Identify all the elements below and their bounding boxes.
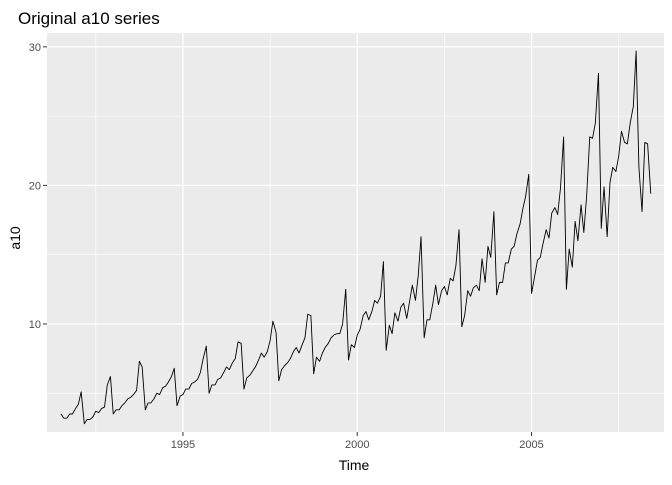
plot-panel: [47, 33, 664, 432]
minor-gridlines: [47, 33, 664, 432]
x-tick-label: 2000: [345, 439, 369, 451]
chart-title: Original a10 series: [18, 9, 160, 28]
y-axis: 10 20 30: [29, 42, 47, 331]
y-tick-label: 20: [29, 180, 41, 192]
x-tick-label: 2005: [519, 439, 543, 451]
y-axis-title: a10: [7, 226, 23, 250]
y-tick-label: 30: [29, 42, 41, 54]
x-tick-label: 1995: [171, 439, 195, 451]
series-line-a10: [60, 50, 652, 425]
y-tick-label: 10: [29, 319, 41, 331]
x-axis-title: Time: [339, 457, 370, 473]
x-axis: 1995 2000 2005: [171, 432, 544, 451]
major-gridlines: [47, 33, 664, 432]
